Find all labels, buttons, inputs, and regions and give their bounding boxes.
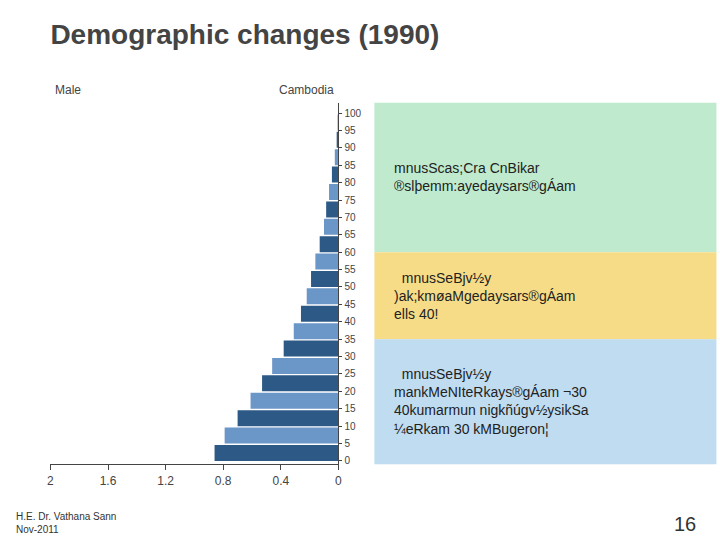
svg-text:16: 16 (674, 513, 696, 535)
svg-text:Demographic changes (1990): Demographic changes (1990) (50, 19, 439, 50)
svg-text:80: 80 (344, 177, 356, 188)
svg-text:2: 2 (47, 474, 54, 488)
svg-text:55: 55 (344, 264, 356, 275)
svg-text:90: 90 (344, 142, 356, 153)
svg-text:70: 70 (344, 212, 356, 223)
svg-text:65: 65 (344, 229, 356, 240)
svg-text:10: 10 (344, 421, 356, 432)
svg-text:mnusSeBjv½ymankMeNIteRkays®gÁa: mnusSeBjv½ymankMeNIteRkays®gÁam ¬3040kum… (394, 366, 589, 437)
svg-text:5: 5 (344, 438, 350, 449)
svg-text:Cambodia: Cambodia (279, 83, 334, 97)
svg-text:60: 60 (344, 247, 356, 258)
svg-text:30: 30 (344, 351, 356, 362)
svg-text:0.4: 0.4 (272, 474, 289, 488)
svg-text:40: 40 (344, 316, 356, 327)
svg-text:15: 15 (344, 403, 356, 414)
svg-text:1.2: 1.2 (157, 474, 174, 488)
svg-text:25: 25 (344, 368, 356, 379)
svg-text:100: 100 (344, 108, 361, 119)
svg-text:mnusScas;Cra CnBikar®slþemm:ay: mnusScas;Cra CnBikar®slþemm:ayedaysars®g… (394, 160, 576, 194)
svg-text:50: 50 (344, 281, 356, 292)
svg-text:1.6: 1.6 (100, 474, 117, 488)
svg-text:35: 35 (344, 334, 356, 345)
svg-text:75: 75 (344, 195, 356, 206)
svg-text:H.E. Dr. Vathana SannNov-2011: H.E. Dr. Vathana SannNov-2011 (16, 511, 116, 535)
svg-text:mnusSeBjv½y)ak;kmøaMgedaysars®: mnusSeBjv½y)ak;kmøaMgedaysars®gÁamells 4… (394, 270, 575, 322)
svg-text:95: 95 (344, 125, 356, 136)
svg-text:0.8: 0.8 (215, 474, 232, 488)
svg-text:0: 0 (344, 455, 350, 466)
svg-text:20: 20 (344, 386, 356, 397)
svg-text:85: 85 (344, 160, 356, 171)
svg-text:Male: Male (55, 83, 81, 97)
svg-text:0: 0 (335, 474, 342, 488)
svg-text:45: 45 (344, 299, 356, 310)
